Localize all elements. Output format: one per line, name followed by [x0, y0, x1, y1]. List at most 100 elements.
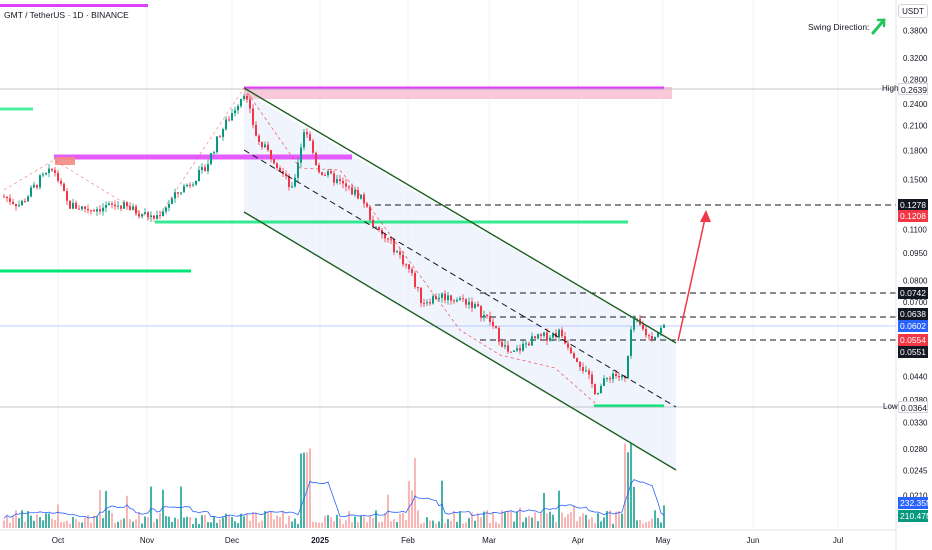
volume-bar: [252, 511, 254, 528]
volume-bar: [111, 513, 113, 528]
candle-body: [393, 239, 395, 253]
currency-button[interactable]: USDT: [898, 4, 928, 18]
volume-bar: [522, 521, 524, 528]
candle-body: [111, 203, 113, 205]
candle-body: [30, 187, 32, 197]
candle-body: [282, 171, 284, 174]
volume-bar: [99, 489, 101, 528]
candle-body: [231, 113, 233, 121]
volume-bar: [51, 518, 53, 528]
candle-body: [474, 304, 476, 308]
volume-bar: [636, 520, 638, 528]
candle-body: [249, 99, 251, 109]
candle-body: [423, 303, 425, 305]
candle-body: [48, 168, 50, 173]
volume-bar: [261, 520, 263, 528]
candle-body: [582, 366, 584, 371]
time-tick-label: 2025: [311, 536, 329, 545]
volume-tag-ma: 232.35M: [898, 497, 932, 509]
symbol-title[interactable]: GMT / TetherUS · 1D · BINANCE: [4, 10, 129, 20]
price-tick-label: 0.0330: [903, 419, 928, 428]
candle-body: [204, 167, 206, 172]
volume-bar: [534, 512, 536, 528]
candle-body: [189, 184, 191, 186]
candle-body: [9, 198, 11, 202]
candle-body: [591, 374, 593, 384]
price-tag-0-0554: 0.0554: [898, 334, 928, 346]
candle-body: [267, 144, 269, 151]
time-tick-label: Nov: [140, 536, 154, 545]
candle-body: [471, 301, 473, 308]
candle-body: [138, 213, 140, 217]
candle-body: [363, 194, 365, 204]
volume-bar: [189, 517, 191, 528]
candle-body: [45, 172, 47, 175]
candle-body: [141, 214, 143, 217]
volume-bar: [420, 523, 422, 528]
swing-direction-label: Swing Direction:: [808, 22, 870, 32]
volume-bar: [348, 511, 350, 528]
candle-body: [327, 171, 329, 176]
candle-body: [495, 325, 497, 328]
candle-body: [276, 163, 278, 168]
candle-body: [21, 200, 23, 206]
candle-body: [654, 336, 656, 340]
candle-body: [132, 206, 134, 210]
volume-bar: [336, 514, 338, 528]
volume-bar: [477, 513, 479, 528]
volume-bar: [222, 517, 224, 528]
volume-bar: [117, 521, 119, 528]
volume-bar: [300, 453, 302, 528]
candle-body: [135, 206, 137, 214]
candle-body: [213, 152, 215, 154]
volume-bar: [507, 510, 509, 528]
volume-bar: [648, 521, 650, 528]
high-label: High: [882, 84, 899, 93]
volume-bar: [378, 522, 380, 528]
candle-body: [657, 332, 659, 337]
candle-body: [216, 136, 218, 153]
candle-body: [198, 170, 200, 181]
candle-body: [606, 378, 608, 380]
channel-upper-line: [243, 87, 677, 344]
volume-bar: [615, 511, 617, 528]
candle-body: [507, 345, 509, 352]
volume-bar: [288, 515, 290, 528]
candle-body: [342, 180, 344, 184]
candle-body: [570, 347, 572, 354]
candle-body: [264, 144, 266, 148]
volume-bar: [183, 517, 185, 528]
volume-bar: [408, 481, 410, 528]
volume-bar: [186, 516, 188, 528]
volume-bar: [564, 517, 566, 528]
candle-body: [330, 171, 332, 174]
candle-body: [15, 203, 17, 207]
volume-bar: [174, 517, 176, 528]
candle-body: [543, 332, 545, 336]
arrow-up-right-icon: [871, 18, 886, 35]
volume-bar: [321, 522, 323, 528]
volume-bar: [459, 511, 461, 528]
candle-body: [324, 174, 326, 176]
candle-body: [228, 119, 230, 121]
price-tick-label: 0.0245: [903, 467, 928, 476]
volume-bar: [492, 511, 494, 528]
candle-body: [600, 385, 602, 394]
volume-bar: [201, 515, 203, 528]
price-scale-ticks: 0.3800 0.3200 0.2800 0.2400 0.2100 0.1800 0.15…: [903, 26, 928, 500]
candle-body: [417, 287, 419, 289]
volume-bar: [345, 520, 347, 528]
volume-bar: [450, 520, 452, 528]
volume-bar: [411, 490, 413, 528]
volume-bar: [153, 522, 155, 528]
candle-body: [201, 167, 203, 171]
candle-body: [39, 175, 41, 188]
volume-bar: [147, 517, 149, 528]
candle-body: [567, 343, 569, 348]
volume-bar: [162, 489, 164, 528]
volume-bar: [258, 522, 260, 528]
volume-bar: [483, 511, 485, 528]
volume-bars: [3, 443, 665, 528]
supply-zone-top: [244, 87, 672, 99]
